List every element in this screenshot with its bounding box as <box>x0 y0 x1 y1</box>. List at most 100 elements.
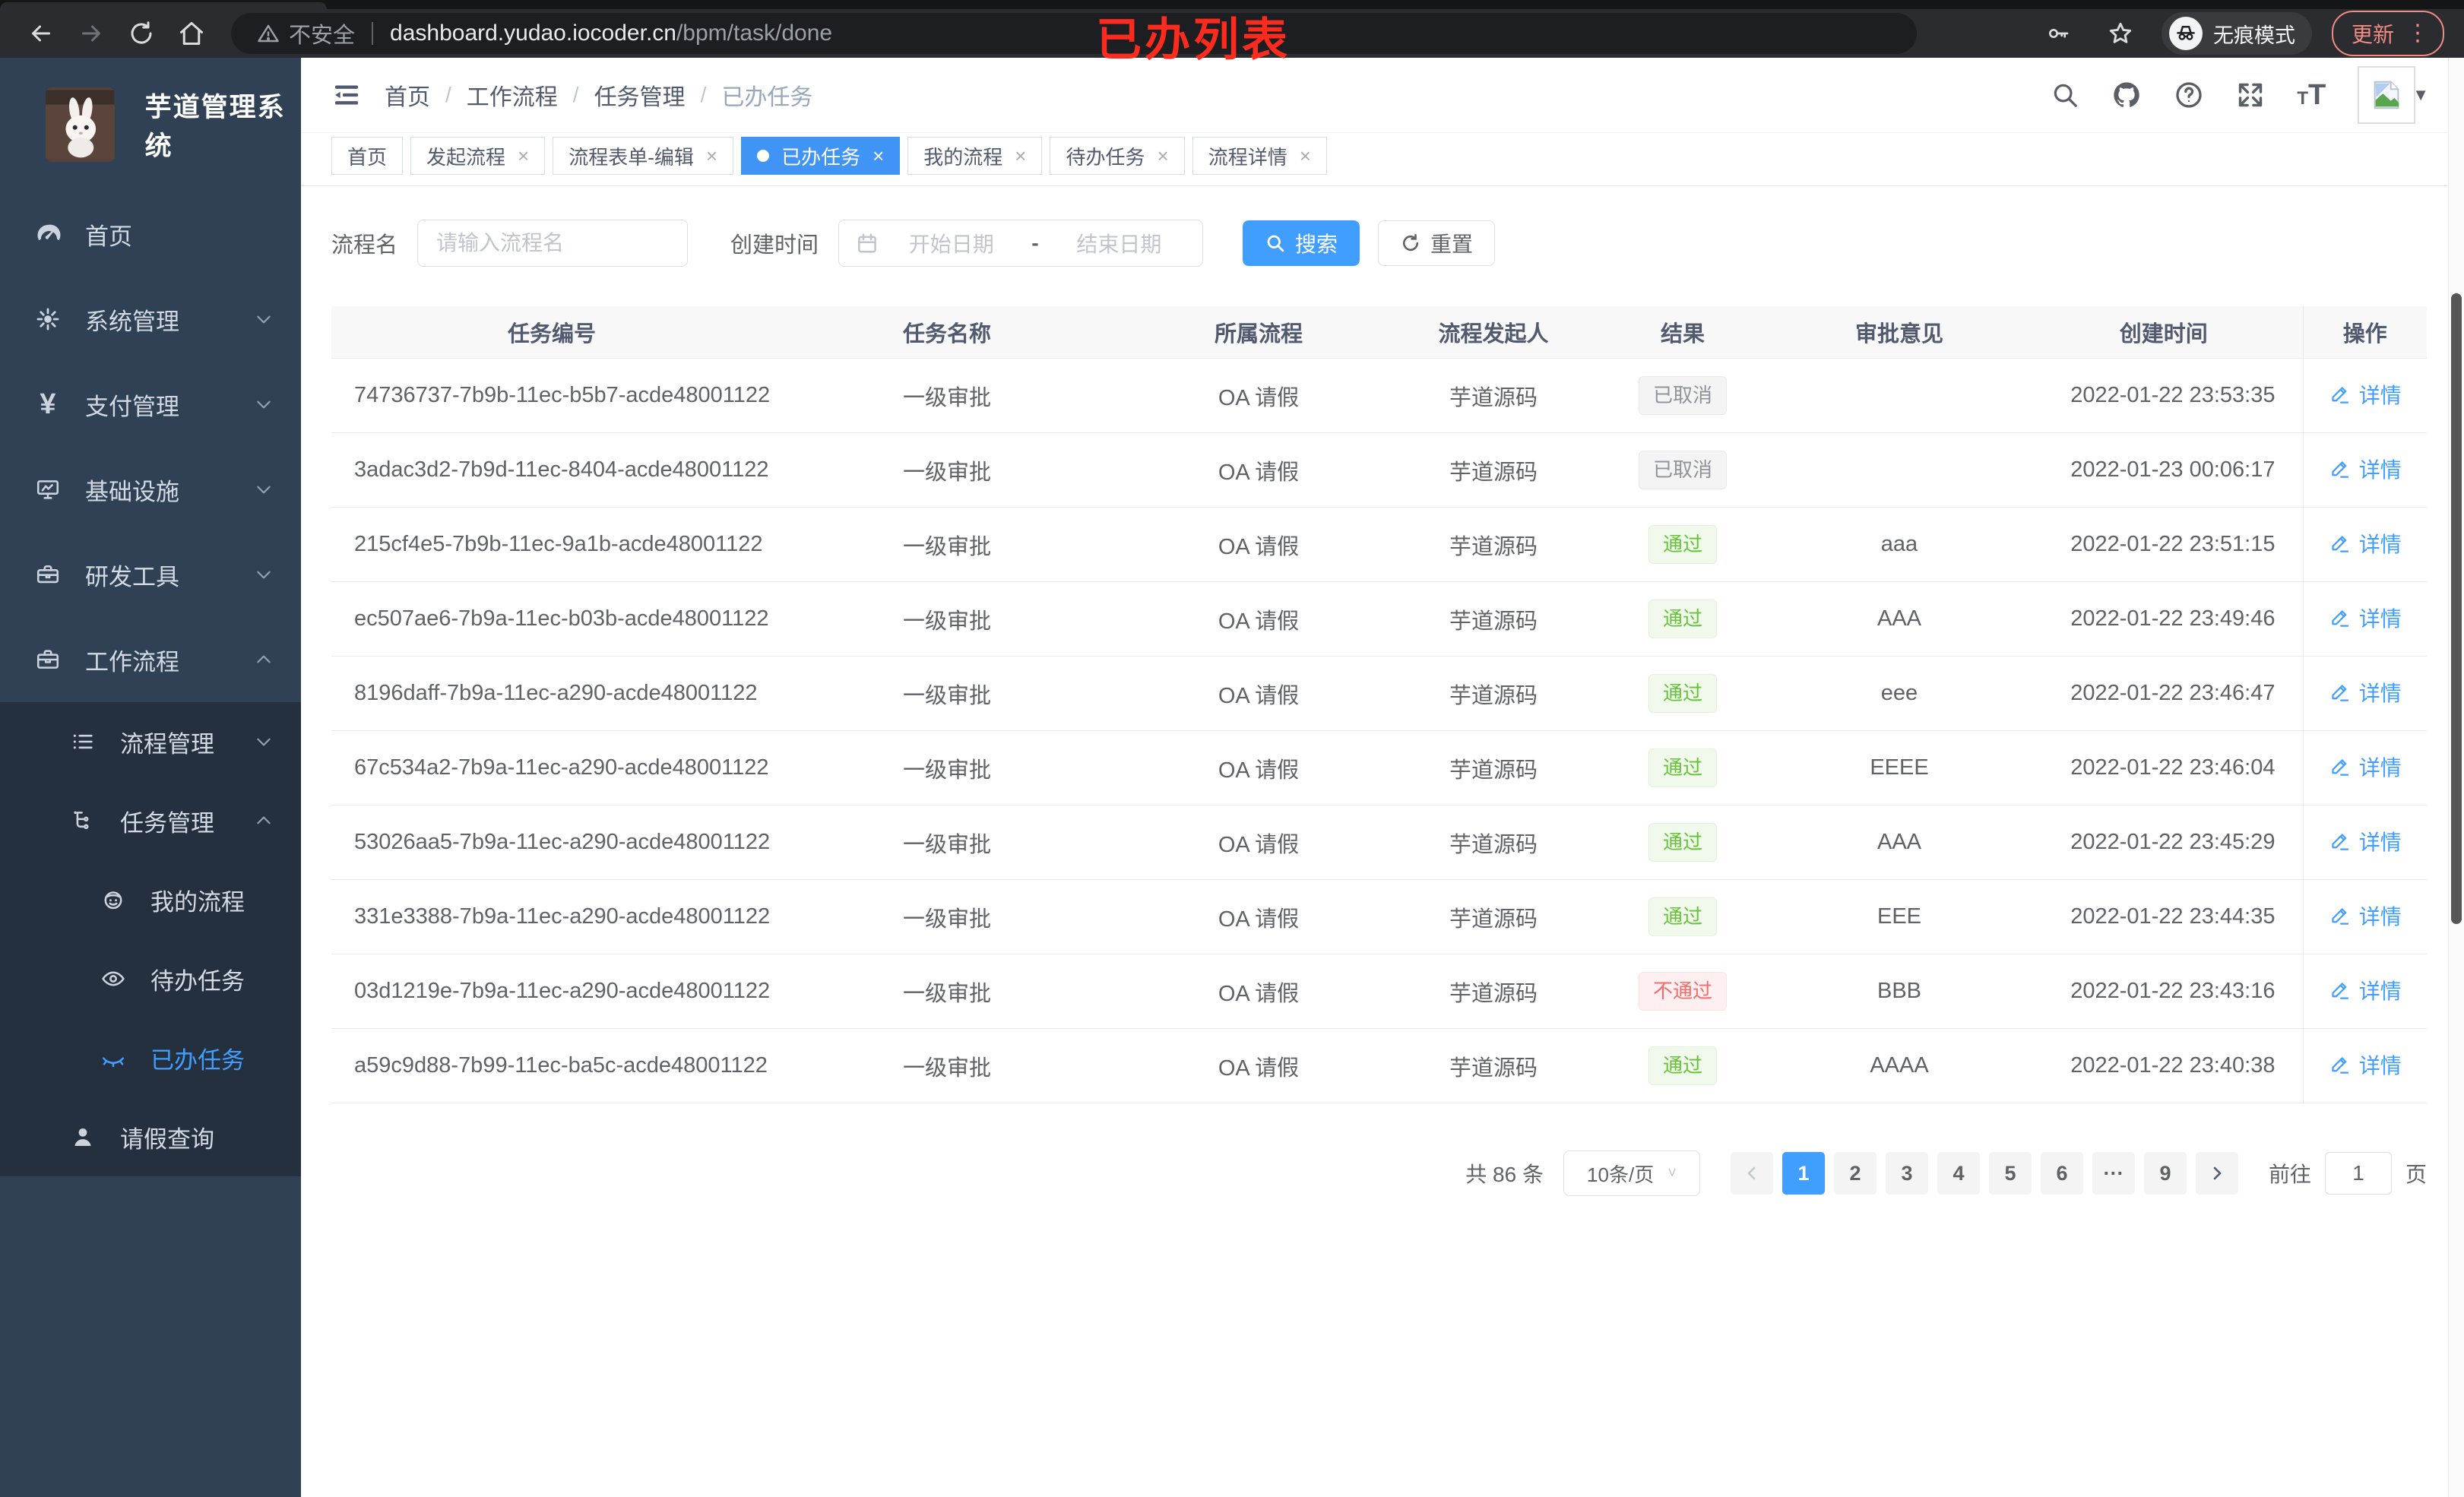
logo[interactable]: 芋道管理系统 <box>0 58 301 191</box>
close-icon[interactable]: × <box>705 144 718 167</box>
task-name-cell: 一级审批 <box>772 805 1122 880</box>
prev-page-button[interactable] <box>1730 1152 1773 1195</box>
sidebar-item-首页[interactable]: 首页 <box>0 191 301 277</box>
page-scrollbar[interactable] <box>2448 58 2464 1497</box>
jumper-suffix: 页 <box>2405 1163 2427 1186</box>
detail-link[interactable]: 详情 <box>2329 379 2402 410</box>
tags-view-bar: 首页 发起流程 × 流程表单-编辑 × 已办任务 × 我的流程 × 待办任务 × 流程详情 × <box>301 133 2464 186</box>
task-name-cell: 一级审批 <box>772 730 1122 805</box>
page-jumper-input[interactable] <box>2324 1152 2392 1195</box>
process-name-input[interactable] <box>417 220 689 267</box>
fullscreen-icon[interactable] <box>2236 81 2265 109</box>
back-icon[interactable] <box>20 12 62 55</box>
browser-tab[interactable] <box>0 2 327 9</box>
magnifier-icon <box>1267 235 1284 252</box>
page-button-2[interactable]: 2 <box>1833 1152 1877 1195</box>
sidebar-item-我的流程[interactable]: 我的流程 <box>0 860 301 939</box>
sidebar-menu: 首页 系统管理 ¥ 支付管理 基础设施 研发工具 工作流程 <box>0 191 301 702</box>
chevron-up-icon <box>254 650 274 669</box>
breadcrumb-home[interactable]: 首页 <box>385 85 430 110</box>
not-secure-indicator[interactable]: 不安全 <box>257 17 355 49</box>
date-range-picker[interactable]: 开始日期 - 结束日期 <box>838 220 1204 267</box>
breadcrumb-separator: / <box>572 83 579 106</box>
detail-link[interactable]: 详情 <box>2329 454 2402 484</box>
collapse-sidebar-icon[interactable] <box>331 80 362 110</box>
task-name-cell: 一级审批 <box>772 581 1122 657</box>
tab-待办任务[interactable]: 待办任务 × <box>1050 137 1185 175</box>
detail-link[interactable]: 详情 <box>2329 900 2402 931</box>
opinion-cell: EEEE <box>1774 730 2025 805</box>
close-icon[interactable]: × <box>518 144 530 167</box>
detail-link[interactable]: 详情 <box>2329 975 2402 1005</box>
close-icon[interactable]: × <box>1157 144 1169 167</box>
tab-发起流程[interactable]: 发起流程 × <box>410 137 546 175</box>
close-icon[interactable]: × <box>1015 144 1027 167</box>
forward-icon[interactable] <box>70 12 112 55</box>
scrollbar-thumb[interactable] <box>2451 293 2462 924</box>
sidebar-item-已办任务[interactable]: 已办任务 <box>0 1018 301 1097</box>
sidebar-item-工作流程[interactable]: 工作流程 <box>0 617 301 702</box>
detail-link[interactable]: 详情 <box>2329 677 2402 707</box>
sidebar-item-请假查询[interactable]: 请假查询 <box>0 1097 301 1176</box>
create-time-cell: 2022-01-22 23:46:04 <box>2025 730 2303 805</box>
process-cell: OA 请假 <box>1122 879 1395 954</box>
close-icon[interactable]: × <box>1299 144 1311 167</box>
detail-link[interactable]: 详情 <box>2329 826 2402 856</box>
sidebar-item-待办任务[interactable]: 待办任务 <box>0 939 301 1018</box>
result-badge: 通过 <box>1648 673 1717 714</box>
incognito-label: 无痕模式 <box>2212 24 2295 47</box>
robot-icon <box>97 884 129 916</box>
sidebar-item-系统管理[interactable]: 系统管理 <box>0 277 301 362</box>
tab-我的流程[interactable]: 我的流程 × <box>907 137 1043 175</box>
search-icon[interactable] <box>2051 81 2079 109</box>
detail-link[interactable]: 详情 <box>2329 1049 2402 1080</box>
next-page-button[interactable] <box>2195 1152 2238 1195</box>
page-button-6[interactable]: 6 <box>2040 1152 2083 1195</box>
breadcrumb-current: 已办任务 <box>721 85 813 110</box>
sidebar-item-流程管理[interactable]: 流程管理 <box>0 702 301 781</box>
breadcrumb-task-mgmt[interactable]: 任务管理 <box>594 85 686 110</box>
browser-menu-icon[interactable]: ⋮ <box>2406 21 2429 46</box>
tab-首页[interactable]: 首页 <box>331 137 404 175</box>
detail-link[interactable]: 详情 <box>2329 752 2402 782</box>
annotation-title: 已办列表 <box>1096 14 1291 65</box>
tab-流程详情[interactable]: 流程详情 × <box>1192 137 1327 175</box>
avatar-caret-icon[interactable]: ▼ <box>2412 85 2429 104</box>
search-button[interactable]: 搜索 <box>1243 220 1360 266</box>
detail-link[interactable]: 详情 <box>2329 603 2402 633</box>
breadcrumb-workflow[interactable]: 工作流程 <box>466 85 558 110</box>
home-icon[interactable] <box>170 12 213 55</box>
tab-label: 待办任务 <box>1066 145 1145 169</box>
incognito-icon <box>2168 17 2203 50</box>
url-bar[interactable]: 不安全 dashboard.yudao.iocoder.cn/bpm/task/… <box>231 13 1917 54</box>
update-button[interactable]: 更新 ⋮ <box>2331 11 2444 56</box>
tab-流程表单-编辑[interactable]: 流程表单-编辑 × <box>553 137 734 175</box>
detail-link[interactable]: 详情 <box>2329 528 2402 559</box>
reset-button[interactable]: 重置 <box>1378 220 1496 266</box>
pager-ellipsis[interactable]: ··· <box>2092 1152 2135 1195</box>
sidebar-item-支付管理[interactable]: ¥ 支付管理 <box>0 362 301 447</box>
github-icon[interactable] <box>2111 80 2142 110</box>
task-id-cell: 74736737-7b9b-11ec-b5b7-acde48001122 <box>331 358 772 433</box>
sidebar-item-基础设施[interactable]: 基础设施 <box>0 447 301 532</box>
page-button-1[interactable]: 1 <box>1781 1152 1825 1195</box>
reload-icon[interactable] <box>120 12 163 55</box>
help-icon[interactable] <box>2174 80 2204 110</box>
end-date-placeholder[interactable]: 结束日期 <box>1076 233 1162 256</box>
close-icon[interactable]: × <box>873 144 885 167</box>
avatar[interactable] <box>2358 66 2416 124</box>
password-key-icon[interactable] <box>2037 12 2079 55</box>
sidebar-item-任务管理[interactable]: 任务管理 <box>0 781 301 860</box>
page-button-5[interactable]: 5 <box>1988 1152 2032 1195</box>
page-size-select[interactable]: 10条/页 ˅ <box>1563 1150 1700 1196</box>
opinion-cell: AAA <box>1774 805 2025 880</box>
page-button-9[interactable]: 9 <box>2143 1152 2187 1195</box>
sidebar-item-研发工具[interactable]: 研发工具 <box>0 532 301 617</box>
total-count: 共 86 条 <box>1465 1163 1544 1186</box>
page-button-4[interactable]: 4 <box>1937 1152 1980 1195</box>
bookmark-star-icon[interactable] <box>2099 12 2142 55</box>
tab-已办任务[interactable]: 已办任务 × <box>741 137 901 175</box>
start-date-placeholder[interactable]: 开始日期 <box>908 233 994 256</box>
page-button-3[interactable]: 3 <box>1885 1152 1928 1195</box>
